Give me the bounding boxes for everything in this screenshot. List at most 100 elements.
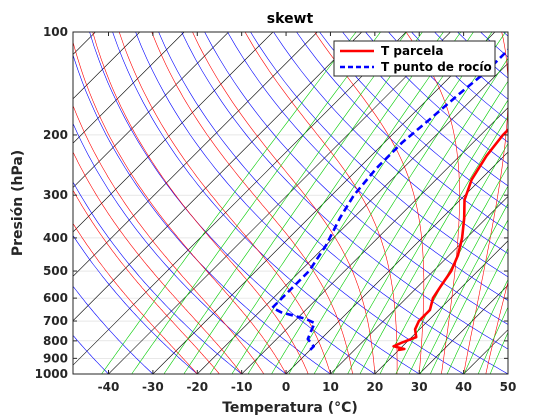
dry-adiabat-line	[204, 32, 508, 325]
dry-adiabat-line	[181, 32, 508, 350]
mixing-ratio-line	[477, 306, 508, 374]
moist-adiabat-line	[485, 280, 508, 374]
isotherm-line	[73, 32, 407, 366]
legend-label-dewpoint: T punto de rocío	[381, 60, 492, 74]
isotherm-line	[374, 240, 508, 374]
moist-adiabat-line	[73, 151, 242, 374]
x-tick-label: 40	[455, 380, 472, 394]
x-axis-label: Temperatura (°C)	[222, 400, 358, 416]
legend-box	[333, 40, 496, 77]
y-tick-label: 700	[43, 314, 68, 328]
mixing-ratio-line	[271, 32, 493, 374]
dry-adiabat-line	[135, 32, 464, 374]
mixing-ratio-line	[420, 203, 508, 374]
dry-adiabat-line	[158, 32, 508, 374]
isotherm-line	[73, 32, 274, 233]
y-tick-label: 1000	[35, 367, 68, 381]
chart-title: skewt	[267, 11, 314, 27]
y-axis-label: Presión (hPa)	[10, 150, 26, 256]
y-tick-label: 600	[43, 291, 68, 305]
moist-adiabat-line	[73, 222, 198, 374]
y-tick-label: 300	[43, 188, 68, 202]
dry-adiabat-line	[73, 234, 198, 374]
y-tick-label: 200	[43, 128, 68, 142]
legend-label-parcel: T parcela	[381, 44, 443, 58]
dry-adiabat-line	[112, 32, 420, 374]
mixing-ratio-line	[101, 32, 357, 374]
x-tick-label: -10	[231, 380, 253, 394]
mixing-ratio-line	[163, 32, 407, 374]
y-tick-label: 800	[43, 334, 68, 348]
x-tick-label: -30	[142, 380, 164, 394]
mixing-ratio-line	[430, 219, 508, 374]
moist-adiabat-line	[405, 32, 460, 374]
mixing-ratio-line	[379, 142, 508, 374]
dry-adiabat-line	[73, 181, 242, 374]
moist-adiabat-line	[92, 32, 309, 374]
dewpoint-temperature-line	[271, 48, 508, 351]
x-tick-label: 20	[366, 380, 383, 394]
mixing-ratio-line	[247, 32, 474, 374]
moist-adiabat-line	[244, 32, 398, 374]
mixing-ratio-line	[288, 32, 506, 374]
dry-adiabat-line	[73, 53, 331, 374]
isotherm-line	[73, 32, 229, 188]
mixing-ratio-line	[313, 57, 508, 374]
mixing-ratio-line	[183, 32, 423, 374]
moist-adiabat-line	[463, 32, 508, 374]
x-tick-label: -20	[186, 380, 208, 394]
mixing-ratio-line	[209, 32, 444, 374]
plot-frame	[72, 31, 509, 375]
x-tick-label: 0	[282, 380, 290, 394]
moist-adiabat-line	[73, 40, 287, 374]
dry-adiabat-line	[73, 122, 287, 374]
isotherm-line	[330, 196, 508, 374]
pressure-gridlines	[73, 32, 508, 374]
thermodynamic-background-lines	[73, 32, 508, 374]
mixing-ratio-line	[446, 247, 508, 374]
y-tick-label: 900	[43, 351, 68, 365]
mixing-ratio-line	[131, 32, 381, 374]
isotherm-line	[108, 32, 451, 374]
y-tick-label: 400	[43, 231, 68, 245]
dry-adiabat-line	[342, 32, 508, 187]
x-tick-label: 10	[322, 380, 339, 394]
isotherm-line	[419, 284, 508, 374]
moist-adiabat-line	[192, 32, 376, 374]
isotherm-line	[197, 62, 508, 374]
dry-adiabat-line	[73, 285, 154, 374]
mixing-ratio-line	[359, 115, 508, 374]
moist-adiabat-line	[73, 104, 265, 374]
dry-adiabat-line	[296, 32, 508, 232]
x-tick-label: 50	[500, 380, 517, 394]
profile-series	[271, 48, 508, 352]
legend: T parcela T punto de rocío	[333, 40, 496, 77]
mixing-ratio-line	[463, 278, 508, 374]
isotherm-line	[73, 32, 185, 144]
moist-adiabat-line	[118, 32, 331, 374]
y-tick-label: 100	[43, 25, 68, 39]
dry-adiabat-line	[89, 32, 375, 374]
dry-adiabat-line	[227, 32, 508, 301]
dry-adiabat-line	[250, 32, 508, 278]
dry-adiabat-line	[273, 32, 508, 255]
axis-ticks: -40 -30 -20 -10 0 10 20 30 40 50 100 200 300 400 500 60…	[35, 25, 517, 394]
dry-adiabat-line	[73, 334, 109, 374]
moist-adiabat-line	[151, 32, 353, 374]
mixing-ratio-line	[347, 99, 508, 374]
x-tick-label: 30	[411, 380, 428, 394]
isotherm-line	[285, 151, 508, 374]
isotherm-line	[73, 32, 318, 277]
mixing-ratio-line	[231, 32, 462, 374]
isotherm-line	[73, 32, 362, 322]
mixing-ratio-line	[489, 331, 508, 374]
mixing-ratio-line	[408, 185, 508, 374]
parcel-temperature-line	[392, 128, 508, 352]
x-tick-label: -40	[98, 380, 120, 394]
isotherm-line	[73, 32, 141, 100]
y-tick-label: 500	[43, 264, 68, 278]
moist-adiabat-line	[73, 189, 220, 374]
dry-adiabat-line	[319, 32, 508, 209]
mixing-ratio-line	[332, 80, 508, 374]
dry-adiabat-line	[365, 32, 508, 165]
